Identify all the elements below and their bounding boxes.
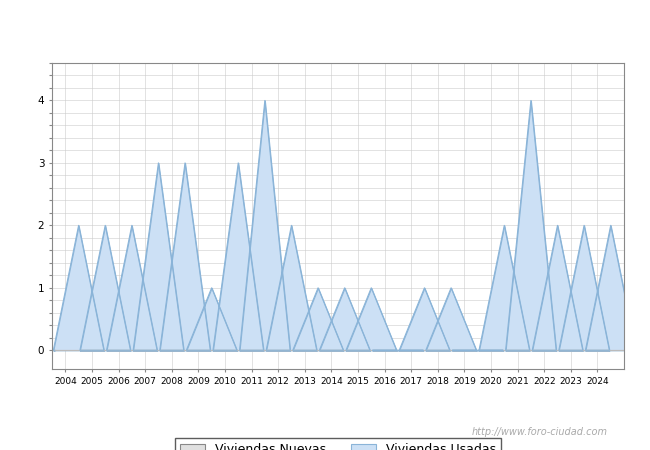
Text: http://www.foro-ciudad.com: http://www.foro-ciudad.com — [471, 427, 608, 437]
Legend: Viviendas Nuevas, Viviendas Usadas: Viviendas Nuevas, Viviendas Usadas — [175, 438, 501, 450]
Text: Revenga de Campos - Evolucion del Nº de Transacciones Inmobiliarias: Revenga de Campos - Evolucion del Nº de … — [68, 19, 582, 35]
